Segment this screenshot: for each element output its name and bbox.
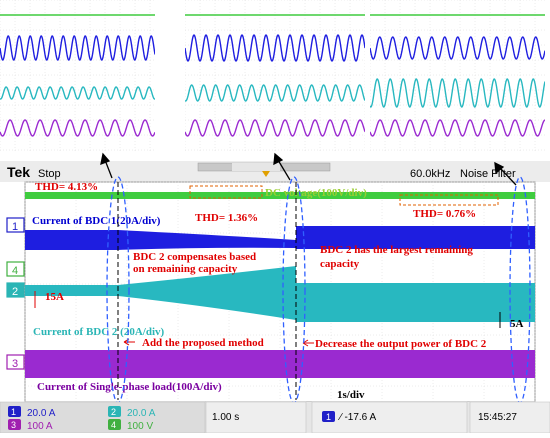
trigger-readout[interactable]: ∕ -17.6 A [337, 412, 376, 423]
ch2-readout[interactable]: 2 20.0 A [108, 406, 156, 419]
sample-rate: 60.0kHz [410, 168, 450, 180]
zoom-arrow-1-head-icon [100, 152, 111, 166]
scope-state: Stop [38, 168, 61, 180]
decrease-power-label: Decrease the output power of BDC 2 [315, 338, 487, 350]
channel-markers: 1 4 2 3 [6, 217, 25, 370]
zoom-panel-1 [0, 0, 155, 152]
channel-4-marker[interactable]: 4 [6, 261, 25, 277]
zoom-arrow-2 [277, 159, 291, 181]
clock-readout: 15:45:27 [478, 412, 517, 423]
thd-box-2 [189, 185, 263, 199]
ch4-readout[interactable]: 4 100 V [108, 419, 153, 432]
ch1-scale: 20.0 A [27, 408, 56, 419]
bdc2-band-before [25, 266, 296, 320]
bdc2-band-after [296, 283, 535, 322]
thd-label-3: THD= 0.76% [413, 208, 476, 220]
svg-text:1: 1 [11, 407, 16, 417]
load-current-label: Current of Single-phase load(100A/div) [37, 381, 222, 393]
trigger-channel: 1 [326, 412, 331, 422]
ch3-scale: 100 A [27, 421, 53, 432]
bdc1-band-after [296, 226, 535, 249]
zoom-arrow-3 [499, 167, 517, 186]
svg-text:2: 2 [111, 407, 116, 417]
thd-box-3 [399, 194, 499, 206]
bdc2-current-trace [185, 84, 365, 102]
bdc1-current-trace [185, 34, 365, 62]
bdc1-band-transition [118, 230, 296, 250]
zoom-panel-2 [185, 0, 365, 152]
zoom-arrow-3-head-icon [494, 161, 505, 175]
grid-lines [0, 0, 155, 152]
annotations: THD= 4.13% THD= 1.36% THD= 0.76% DC volt… [32, 152, 531, 404]
load-current-trace [185, 119, 365, 137]
trigger-position-marker-icon [262, 171, 270, 177]
record-window [232, 163, 280, 171]
scope-header: Tek Stop 60.0kHz Noise Filter [0, 161, 550, 182]
thd-label-1: THD= 4.13% [35, 181, 98, 193]
svg-text:4: 4 [111, 420, 116, 430]
bdc2-compensates-label: BDC 2 compensates based on remaining capa… [133, 251, 256, 275]
svg-text:3: 3 [12, 358, 18, 370]
ch3-readout[interactable]: 3 100 A [8, 419, 53, 432]
time-div-label: 1s/div [337, 389, 365, 401]
scope-display [24, 181, 536, 403]
grid-lines [24, 181, 536, 402]
scope-status-bar: 1 20.0 A 2 20.0 A 3 100 A 4 100 V 1.00 s… [0, 401, 550, 434]
load-current-trace [0, 119, 155, 137]
grid-lines [370, 0, 545, 152]
bdc2-current-label: Current of BDC 2 (20A/div) [33, 326, 165, 338]
load-current-trace [370, 119, 545, 137]
ch1-readout[interactable]: 1 20.0 A [8, 406, 56, 419]
svg-text:2: 2 [12, 286, 18, 298]
zoom-arrow-2-head-icon [273, 152, 284, 166]
scope-brand: Tek [7, 164, 30, 180]
timebase-readout[interactable]: 1.00 s [212, 412, 239, 423]
channel-2-marker[interactable]: 2 [6, 282, 25, 298]
svg-text:3: 3 [11, 420, 16, 430]
bdc2-largest-label: BDC 2 has the largest remaining capacity [320, 244, 473, 270]
channel-1-marker[interactable]: 1 [6, 217, 25, 233]
add-method-label: Add the proposed method [142, 337, 264, 349]
ch4-scale: 100 V [127, 421, 153, 432]
bdc2-current-trace [370, 78, 545, 108]
channel-3-marker[interactable]: 3 [6, 354, 25, 370]
bdc1-band-before [25, 230, 118, 250]
svg-text:4: 4 [12, 265, 18, 277]
thd-label-2: THD= 1.36% [195, 212, 258, 224]
svg-text:1: 1 [12, 221, 18, 233]
noise-filter: Noise Filter [460, 168, 516, 180]
bdc1-current-trace [370, 36, 545, 60]
ch2-scale: 20.0 A [127, 408, 156, 419]
load-current-band [25, 350, 535, 378]
bdc2-current-trace [0, 86, 155, 100]
zoom-panel-3 [370, 0, 545, 152]
dc-voltage-band [25, 192, 535, 199]
zoom-arrow-1 [104, 159, 113, 179]
bdc1-current-label: Current of BDC 1(20A/div) [32, 215, 161, 227]
right-current-label: 5A [510, 318, 524, 330]
dc-voltage-label: DC voltage(100V/div) [265, 187, 367, 199]
bdc1-current-trace [0, 35, 155, 61]
left-current-label: 15A [45, 291, 64, 303]
